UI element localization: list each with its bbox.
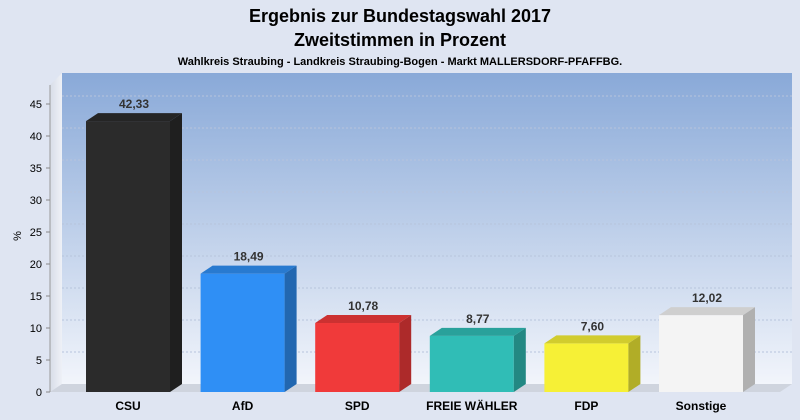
chart-caption: Wahlkreis Straubing - Landkreis Straubin… [178,56,623,68]
y-tick-label: 35 [30,163,42,175]
bar-top [86,113,182,122]
bar-front [200,273,285,392]
bar [659,307,755,392]
bar-side [170,113,182,392]
bar-front [659,315,743,392]
bar-side [628,335,641,392]
y-tick-label: 20 [30,259,42,271]
y-tick-label: 0 [36,387,42,399]
y-axis-label: % [12,231,24,241]
bar-front [429,335,514,392]
bar-side [284,265,297,392]
bar-front [315,323,400,392]
bar-side [743,307,755,392]
bar [429,327,526,392]
bar-top [315,315,412,324]
gridlines [62,95,792,353]
bar-side [513,327,526,392]
category-label: FREIE WÄHLER [426,398,518,413]
bar [544,335,641,392]
category-label: SPD [345,399,370,413]
bar-top [429,327,526,336]
category-label: AfD [232,399,254,413]
category-label: Sonstige [676,399,727,413]
y-tick-label: 45 [30,99,42,111]
value-label: 18,49 [234,250,264,264]
y-tick-label: 10 [30,323,42,335]
bar [200,265,297,392]
category-label: CSU [115,399,140,413]
value-label: 10,78 [348,299,378,313]
chart-title: Ergebnis zur Bundestagswahl 2017 [249,6,551,26]
bars [86,113,755,392]
value-label: 7,60 [581,319,605,333]
value-label: 12,02 [692,291,722,305]
chart-subtitle: Zweitstimmen in Prozent [294,30,506,50]
y-tick-label: 30 [30,195,42,207]
y-tick-label: 15 [30,291,42,303]
y-tick-label: 40 [30,131,42,143]
value-label: 8,77 [466,312,490,326]
bar [86,113,182,392]
value-label: 42,33 [119,97,149,111]
category-labels: CSU AfD SPD FREIE WÄHLER FDP Sonstige [115,398,726,413]
bar-top [544,335,641,344]
category-label: FDP [574,399,598,413]
y-tick-label: 5 [36,355,42,367]
bar [315,315,412,392]
bar-side [399,315,412,392]
value-labels: 42,33 18,49 10,78 8,77 7,60 12,02 [119,97,722,333]
bar-top [659,307,755,316]
y-tick-labels: 0 5 10 15 20 25 30 35 40 45 [30,99,50,399]
bar-front [86,121,170,392]
bar-front [544,343,629,392]
plot-side-wall [50,73,62,392]
bar-top [200,265,297,274]
y-tick-label: 25 [30,227,42,239]
